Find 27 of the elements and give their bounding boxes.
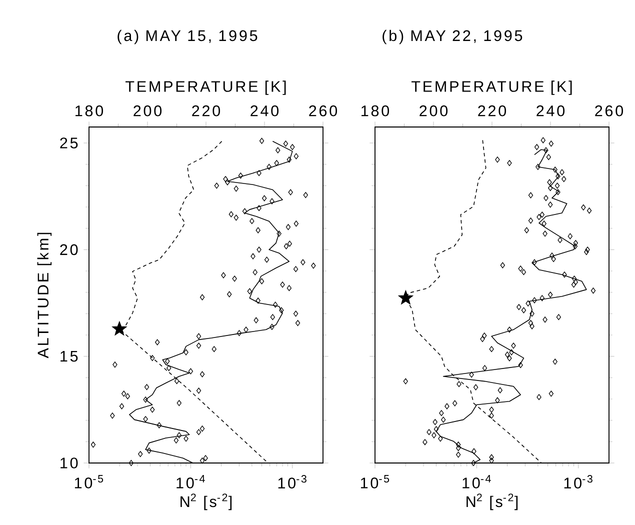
y-tick-label: 15 — [60, 350, 78, 362]
x2-tick-label: 180 — [362, 105, 390, 116]
x-tick-label: 10$^{-5}$ — [74, 475, 104, 488]
chart-title: (a) MAY 15, 1995 — [118, 30, 258, 44]
x2-axis-title: TEMPERATURE [K] — [412, 80, 572, 95]
x-axis-title: N$^{2}$ [s$^{-2}$] — [180, 494, 232, 510]
x2-axis-title: TEMPERATURE [K] — [126, 80, 286, 95]
x2-tick-label: 180 — [76, 105, 104, 116]
x2-tick-label: 220 — [192, 105, 220, 116]
x2-tick-label: 260 — [595, 105, 624, 116]
y-tick-label: 25 — [60, 138, 78, 148]
y-axis-title: ALTITUDE [km] — [37, 232, 52, 358]
x-axis-title: N$^{2}$ [s$^{-2}$] — [466, 494, 518, 510]
x2-tick-label: 240 — [536, 105, 565, 116]
x2-tick-label: 200 — [420, 105, 448, 116]
x2-tick-label: 220 — [478, 105, 506, 116]
x2-tick-label: 240 — [250, 105, 279, 116]
x-tick-label: 10$^{-4}$ — [462, 475, 491, 488]
x2-tick-label: 260 — [309, 105, 338, 116]
x-tick-label: 10$^{-4}$ — [176, 475, 205, 488]
x-tick-label: 10$^{-3}$ — [278, 475, 306, 488]
x-tick-label: 10$^{-3}$ — [564, 475, 592, 488]
chart-title: (b) MAY 22, 1995 — [382, 30, 522, 44]
y-tick-label: 10 — [60, 458, 78, 468]
x-tick-label: 10$^{-5}$ — [360, 475, 390, 488]
y-tick-label: 20 — [60, 244, 78, 256]
x2-tick-label: 200 — [134, 105, 162, 116]
